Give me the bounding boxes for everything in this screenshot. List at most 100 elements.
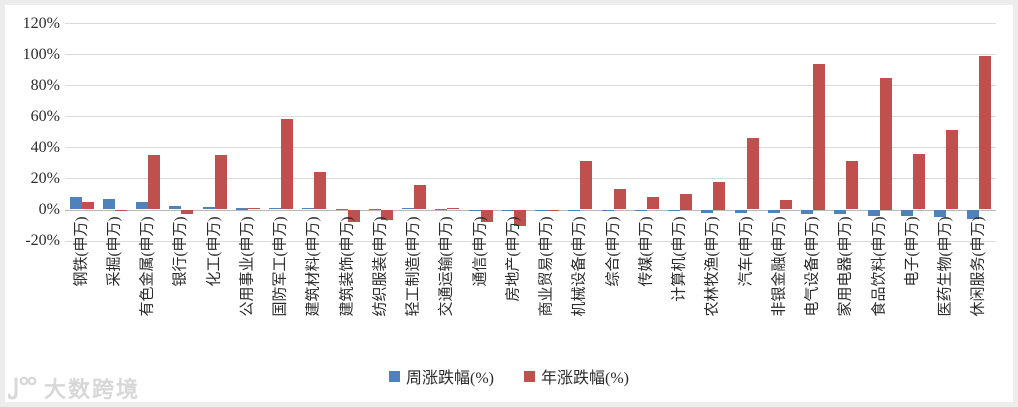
legend-swatch-year-icon [524,370,535,382]
week-bar-计算机(申万) [668,209,681,212]
y-tick-label: 40% [30,138,60,156]
week-bar-钢铁(申万) [69,197,82,210]
year-bar-农林牧渔(申万) [713,181,726,210]
x-category-label: 计算机(申万) [671,216,688,302]
x-category-label: 银行(申万) [172,216,189,287]
year-bar-传媒(申万) [646,197,659,210]
x-category-label: 采掘(申万) [106,216,123,287]
year-bar-非银金融(申万) [779,200,792,210]
y-tick-label: 20% [30,169,60,187]
x-category-label: 休闲服务(申万) [970,216,987,317]
y-tick-label: 60% [30,107,60,125]
x-category-label: 家用电器(申万) [837,216,854,317]
week-bar-非银金融(申万) [767,209,780,213]
gridline [65,147,996,149]
gridline [65,54,996,56]
year-bar-电气设备(申万) [813,63,826,210]
legend-item-week: 周涨跌幅(%) [389,364,494,388]
week-bar-传媒(申万) [634,209,647,211]
year-bar-国防军工(申万) [281,119,294,210]
year-bar-有色金属(申万) [148,155,161,210]
x-category-label: 国防军工(申万) [272,216,289,317]
x-category-label: 食品饮料(申万) [871,216,888,317]
week-bar-食品饮料(申万) [867,209,880,216]
week-bar-家用电器(申万) [834,209,847,215]
year-bar-机械设备(申万) [580,161,593,210]
x-category-label: 房地产(申万) [505,216,522,302]
week-bar-商业贸易(申万) [535,209,548,211]
legend-label-week: 周涨跌幅(%) [406,370,494,387]
x-category-label: 通信(申万) [472,216,489,287]
week-bar-交通运输(申万) [435,208,448,210]
year-bar-休闲服务(申万) [979,55,992,210]
y-tick-label: 120% [22,14,60,32]
frame-edge-bottom [0,402,1018,407]
year-bar-公用事业(申万) [247,207,260,210]
week-bar-有色金属(申万) [136,201,149,210]
week-bar-建筑材料(申万) [302,208,315,210]
year-bar-汽车(申万) [746,138,759,210]
x-category-label: 非银金融(申万) [771,216,788,317]
x-category-label: 有色金属(申万) [139,216,156,317]
year-bar-钢铁(申万) [81,201,94,210]
week-bar-轻工制造(申万) [402,208,415,210]
week-bar-电气设备(申万) [801,209,814,215]
week-bar-医药生物(申万) [934,209,947,217]
x-category-label: 机械设备(申万) [571,216,588,317]
x-category-label: 传媒(申万) [638,216,655,287]
week-bar-汽车(申万) [734,209,747,213]
x-category-label: 电气设备(申万) [804,216,821,317]
x-category-label: 公用事业(申万) [239,216,256,317]
week-bar-建筑装饰(申万) [335,208,348,210]
year-bar-建筑装饰(申万) [347,209,360,222]
week-bar-休闲服务(申万) [967,209,980,219]
year-bar-通信(申万) [480,209,493,222]
dashu-logo-icon [8,376,37,400]
x-category-label: 商业贸易(申万) [538,216,555,317]
week-bar-化工(申万) [202,207,215,210]
x-category-label: 交通运输(申万) [438,216,455,317]
week-bar-银行(申万) [169,205,182,210]
x-category-label: 电子(申万) [904,216,921,287]
week-bar-房地产(申万) [501,209,514,211]
x-category-label: 钢铁(申万) [73,216,90,287]
year-bar-交通运输(申万) [447,207,460,210]
week-bar-机械设备(申万) [568,209,581,211]
x-category-label: 汽车(申万) [738,216,755,287]
year-bar-采掘(申万) [114,209,127,212]
week-bar-电子(申万) [900,209,913,216]
x-category-label: 建筑装饰(申万) [339,216,356,317]
week-bar-纺织服装(申万) [368,208,381,210]
x-category-label: 纺织服装(申万) [372,216,389,317]
year-bar-医药生物(申万) [946,130,959,210]
gridline [65,116,996,118]
gridline [65,85,996,87]
legend-swatch-week-icon [389,370,400,382]
x-category-label: 综合(申万) [605,216,622,287]
gridline [65,23,996,25]
week-bar-采掘(申万) [102,198,115,210]
year-bar-食品饮料(申万) [879,77,892,210]
year-bar-房地产(申万) [513,209,526,226]
year-bar-建筑材料(申万) [314,172,327,210]
week-bar-国防军工(申万) [269,207,282,210]
year-bar-纺织服装(申万) [380,209,393,221]
chart-legend: 周涨跌幅(%) 年涨跌幅(%) [0,364,1018,388]
gridline [65,178,996,180]
legend-label-year: 年涨跌幅(%) [541,370,629,387]
year-bar-计算机(申万) [680,194,693,210]
y-tick-label: 100% [22,45,60,63]
year-bar-商业贸易(申万) [547,209,560,211]
year-bar-家用电器(申万) [846,161,859,210]
year-bar-化工(申万) [214,155,227,210]
week-bar-农林牧渔(申万) [701,209,714,214]
x-category-label: 建筑材料(申万) [305,216,322,317]
y-tick-label: 80% [30,76,60,94]
x-category-label: 农林牧渔(申万) [704,216,721,317]
gridline [65,240,996,242]
watermark-text: 大数跨境 [44,377,141,402]
x-axis-line [65,209,996,211]
frame-edge-left [0,0,5,407]
